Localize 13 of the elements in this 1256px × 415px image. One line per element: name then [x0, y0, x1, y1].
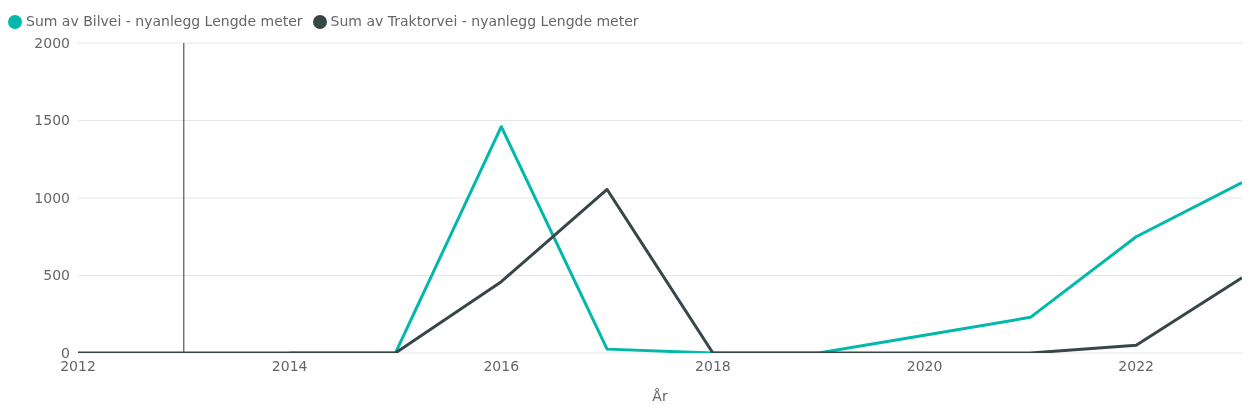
x-tick-label: 2016: [483, 357, 520, 374]
y-tick-label: 2000: [34, 34, 70, 51]
y-tick-label: 1500: [34, 112, 70, 129]
line-series: [78, 187, 1242, 353]
x-tick-label: 2018: [695, 357, 731, 374]
legend-label: Sum av Traktorvei - nyanlegg Lengde meter: [330, 13, 639, 29]
x-tick-label: 2020: [906, 357, 943, 374]
y-tick-label: 500: [43, 267, 70, 284]
y-tick-label: 1000: [34, 189, 70, 206]
x-tick-label: 2014: [271, 357, 308, 374]
x-axis-title: År: [652, 388, 668, 404]
legend-label: Sum av Bilvei - nyanlegg Lengde meter: [26, 13, 303, 29]
x-tick-label: 2022: [1118, 357, 1154, 374]
